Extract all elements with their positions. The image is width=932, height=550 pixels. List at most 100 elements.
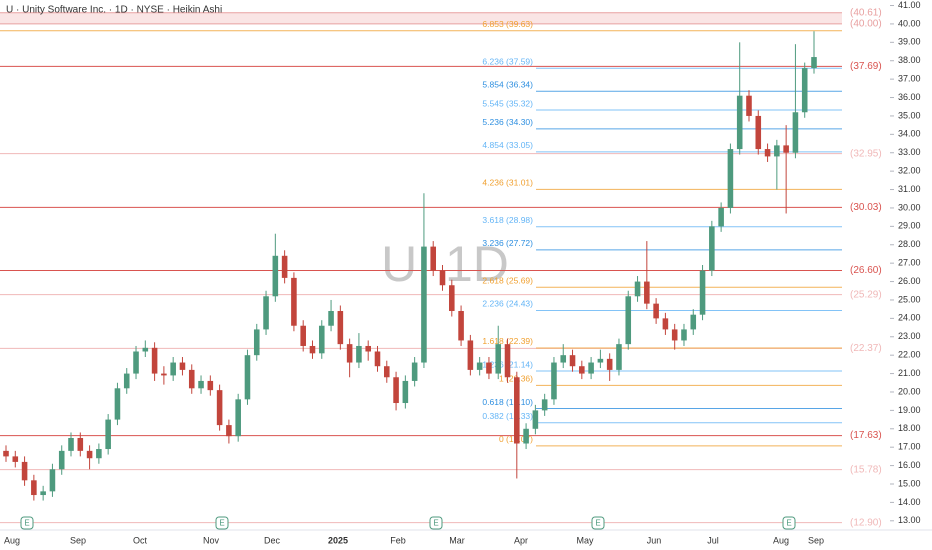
earnings-label: E — [595, 519, 600, 528]
candle-body — [718, 207, 724, 227]
candle-body — [811, 57, 817, 69]
y-tick-label: 21.00 — [898, 368, 921, 378]
candle-body — [690, 314, 697, 330]
candle-body — [216, 390, 223, 426]
candle-body — [792, 112, 799, 153]
earnings-label: E — [24, 519, 29, 528]
candle-body — [560, 355, 567, 363]
y-tick-label: 40.00 — [898, 18, 921, 28]
candle-body — [281, 255, 288, 278]
x-tick-label: 2025 — [328, 535, 348, 545]
y-tick-label: 24.00 — [898, 313, 921, 323]
fib-label: 6.236 (37.59) — [482, 57, 533, 67]
candle-body — [746, 95, 752, 116]
candle-body — [467, 340, 474, 370]
earnings-marker — [591, 516, 605, 530]
candle-body — [291, 277, 297, 326]
candle-body — [449, 285, 455, 312]
candle-body — [736, 95, 743, 150]
y-tick-label: 29.00 — [898, 221, 921, 231]
level-label: (22.37) — [850, 343, 882, 354]
y-tick-label: 32.00 — [898, 166, 921, 176]
level-label: (26.60) — [850, 265, 882, 276]
y-tick-label: 15.00 — [898, 478, 921, 488]
y-tick-label: 17.00 — [898, 442, 921, 452]
candle-body — [644, 281, 650, 304]
candle-body — [801, 68, 808, 113]
candle-body — [653, 303, 659, 319]
candle-body — [374, 351, 381, 367]
y-tick-label: 20.00 — [898, 386, 921, 396]
x-tick-label: Feb — [390, 535, 406, 545]
candle-body — [402, 380, 409, 404]
candle-body — [569, 355, 576, 367]
x-tick-label: Sep — [70, 535, 86, 545]
candle-body — [774, 145, 780, 157]
candle-body — [188, 369, 195, 389]
y-tick-label: 14.00 — [898, 497, 921, 507]
candle-body — [458, 311, 464, 341]
level-label: (37.69) — [850, 61, 882, 72]
fib-label: 2.236 (24.43) — [482, 299, 533, 309]
x-tick-label: Nov — [203, 535, 220, 545]
y-tick-label: 18.00 — [898, 423, 921, 433]
y-tick-label: 33.00 — [898, 147, 921, 157]
candle-body — [235, 399, 241, 437]
candle-body — [504, 344, 511, 378]
earnings-label: E — [219, 519, 224, 528]
y-tick-label: 26.00 — [898, 276, 921, 286]
candle-body — [151, 347, 158, 374]
y-tick-label: 36.00 — [898, 92, 921, 102]
candle-body — [671, 329, 678, 341]
candle-body — [58, 450, 65, 470]
candle-body — [21, 461, 28, 481]
candle-body — [161, 373, 167, 376]
candle-body — [272, 255, 279, 297]
y-tick-label: 35.00 — [898, 110, 921, 120]
candle-body — [597, 358, 604, 363]
level-label: (12.90) — [850, 517, 882, 528]
y-tick-label: 37.00 — [898, 74, 921, 84]
fib-label: 4.854 (33.05) — [482, 140, 533, 150]
earnings-marker — [429, 516, 443, 530]
level-label: (40.00) — [850, 19, 882, 30]
x-tick-label: Dec — [264, 535, 281, 545]
fib-label: 2.618 (25.69) — [482, 276, 533, 286]
candle-body — [551, 362, 557, 400]
x-tick-label: Mar — [449, 535, 465, 545]
candle-body — [253, 329, 260, 356]
candle-body — [523, 428, 529, 444]
candle-body — [476, 362, 483, 370]
candle-body — [346, 344, 353, 363]
candle-body — [68, 437, 74, 451]
earnings-marker — [20, 516, 34, 530]
candle-body — [49, 469, 56, 492]
y-tick-label: 38.00 — [898, 55, 921, 65]
y-tick-label: 22.00 — [898, 350, 921, 360]
y-tick-label: 28.00 — [898, 239, 921, 249]
candle-body — [681, 329, 687, 341]
candle-body — [114, 388, 121, 420]
chart-title: U · Unity Software Inc. · 1D · NYSE · He… — [6, 5, 222, 16]
candle-body — [105, 419, 111, 450]
x-tick-label: Sep — [808, 535, 824, 545]
candle-body — [123, 373, 130, 389]
candle-body — [309, 345, 316, 354]
fib-label: 4.236 (31.01) — [482, 178, 533, 188]
y-tick-label: 23.00 — [898, 331, 921, 341]
candle-body — [96, 449, 102, 459]
candle-body — [532, 410, 539, 429]
x-tick-label: Aug — [773, 535, 789, 545]
candle-body — [318, 325, 325, 354]
earnings-marker — [782, 516, 796, 530]
candle-body — [783, 145, 789, 153]
level-label: (30.03) — [850, 202, 882, 213]
candle-body — [12, 456, 19, 462]
candle-body — [31, 480, 37, 496]
candle-body — [300, 325, 306, 346]
x-tick-label: Oct — [133, 535, 148, 545]
candle-body — [411, 362, 418, 381]
candle-body — [383, 366, 390, 378]
x-tick-label: Jun — [647, 535, 662, 545]
